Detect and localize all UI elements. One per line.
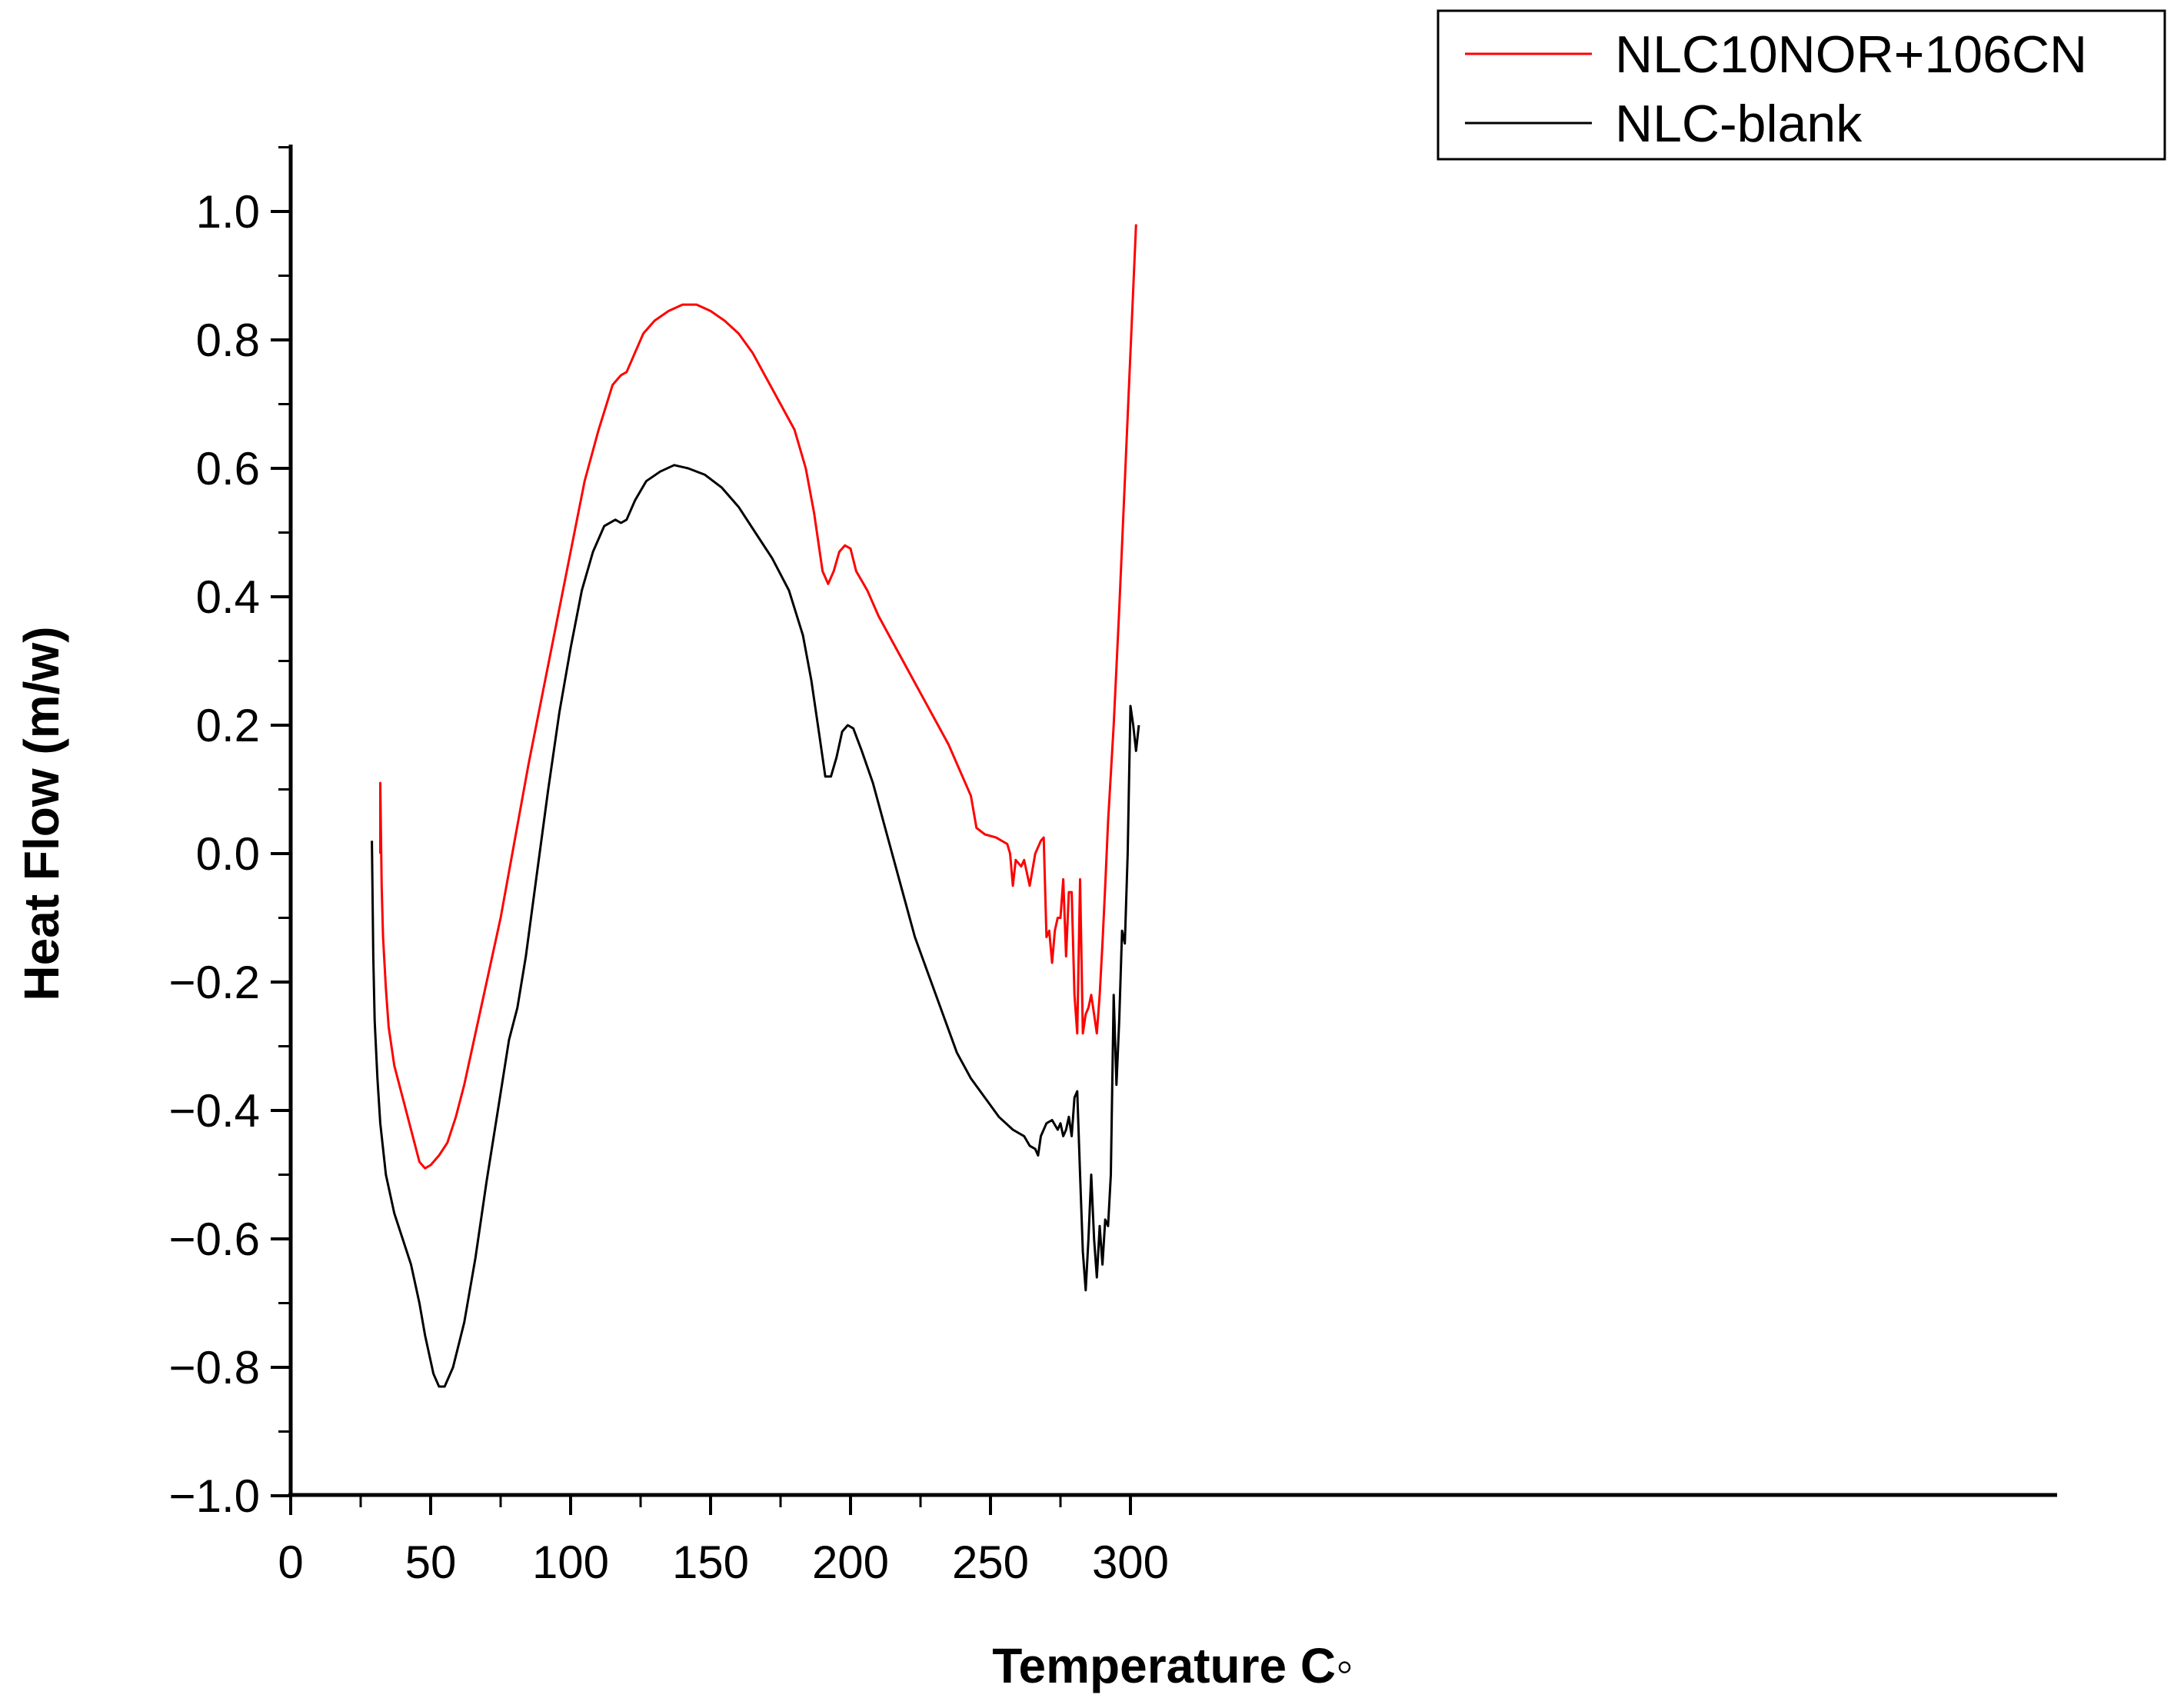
legend-box xyxy=(1437,9,2166,161)
y-axis-title: Heat Flow (m/w) xyxy=(14,626,69,1000)
y-tick-label: 1.0 xyxy=(196,186,260,238)
y-tick-label: −0.8 xyxy=(169,1342,260,1393)
series-group xyxy=(371,224,1140,1388)
x-axis-title: Temperature C◦ xyxy=(992,1638,1353,1693)
y-tick-label: −0.6 xyxy=(169,1214,260,1265)
x-tick-label: 150 xyxy=(672,1537,749,1588)
y-tick-label: 0.6 xyxy=(196,443,260,494)
x-tick-label: 250 xyxy=(952,1537,1029,1588)
x-tick-label: 300 xyxy=(1092,1537,1169,1588)
y-tick-label: 0.4 xyxy=(196,571,260,623)
y-tick-label: 0.8 xyxy=(196,315,260,366)
y-tick-label: 0.2 xyxy=(196,700,260,751)
legend: NLC10NOR+106CN NLC-blank xyxy=(1437,9,2166,161)
legend-label-1: NLC-blank xyxy=(1615,95,1863,153)
x-ticks: 0 50 100 150 200 250 300 xyxy=(278,1495,1169,1588)
y-tick-label: −0.4 xyxy=(169,1085,260,1137)
legend-label-0: NLC10NOR+106CN xyxy=(1615,25,2087,84)
x-tick-label: 200 xyxy=(812,1537,889,1588)
x-tick-label: 50 xyxy=(405,1537,457,1588)
x-tick-label: 100 xyxy=(532,1537,609,1588)
x-tick-label: 0 xyxy=(278,1537,303,1588)
y-tick-label: −1.0 xyxy=(169,1470,260,1522)
y-ticks: −1.0 −0.8 −0.6 −0.4 −0.2 0.0 0.2 0.4 0.6 0.8 1.0 xyxy=(169,146,291,1522)
series-line-nlc10nor-106cn xyxy=(379,224,1137,1170)
y-tick-label: −0.2 xyxy=(169,957,260,1008)
y-tick-label: 0.0 xyxy=(196,828,260,880)
series-line-nlc-blank xyxy=(371,464,1140,1388)
axes xyxy=(288,145,2057,1497)
